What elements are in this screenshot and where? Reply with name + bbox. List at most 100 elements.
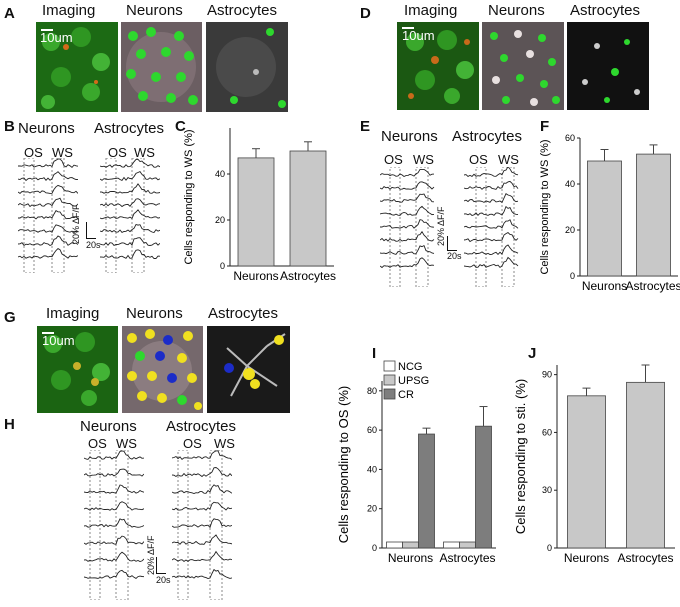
e-astrocytes-title: Astrocytes bbox=[452, 128, 523, 145]
ws-window bbox=[501, 167, 515, 287]
y-axis-label: Cells responding to sti. (%) bbox=[513, 379, 528, 534]
y-tick-label: 20 bbox=[565, 225, 575, 235]
trace-line bbox=[380, 230, 435, 242]
bar bbox=[418, 433, 435, 549]
panel-label-b: B bbox=[4, 118, 15, 135]
bar bbox=[587, 160, 622, 277]
x-tick-label: Astrocytes bbox=[280, 269, 336, 283]
panel-label-d: D bbox=[360, 5, 371, 22]
b-scale-x bbox=[86, 238, 96, 239]
title-a-imaging: Imaging bbox=[42, 2, 96, 19]
legend-label: NCG bbox=[398, 361, 422, 373]
trace-line bbox=[172, 518, 232, 529]
title-g-neurons: Neurons bbox=[126, 305, 183, 322]
legend-swatch bbox=[383, 374, 396, 386]
trace-line bbox=[464, 205, 519, 217]
trace-line bbox=[380, 168, 435, 178]
trace-line bbox=[464, 232, 519, 243]
trace-line bbox=[464, 219, 519, 229]
title-a-neurons: Neurons bbox=[126, 2, 183, 19]
e-scale-y bbox=[447, 236, 448, 250]
trace-line bbox=[380, 219, 435, 229]
trace-line bbox=[172, 550, 232, 562]
b-astrocytes-title: Astrocytes bbox=[94, 120, 165, 137]
chart-f: 0 20 40 60 Cells responding to WS (%) Neurons… bbox=[539, 133, 680, 293]
title-d-astrocytes: Astrocytes bbox=[570, 2, 641, 19]
panel-label-i: I bbox=[372, 345, 377, 362]
trace-line bbox=[464, 180, 519, 190]
y-axis-label: Cells responding to OS (%) bbox=[336, 386, 351, 544]
x-tick-label: Astrocytes bbox=[617, 551, 673, 565]
trace-line bbox=[172, 450, 232, 461]
trace-line bbox=[172, 568, 232, 579]
trace-line bbox=[100, 183, 160, 194]
h-scale-x bbox=[156, 573, 166, 574]
chart-j: 0 30 60 90 Cells responding to sti. (%) Neuro… bbox=[513, 364, 675, 565]
y-tick-label: 30 bbox=[542, 485, 552, 495]
bar-stub bbox=[443, 541, 460, 549]
b-neuron-traces bbox=[18, 158, 78, 273]
micrograph-g-imaging bbox=[37, 326, 118, 413]
trace-line bbox=[100, 209, 160, 220]
panel-label-a: A bbox=[4, 5, 15, 22]
bar-stub bbox=[402, 541, 419, 549]
y-axis-label: Cells responding to WS (%) bbox=[539, 139, 551, 274]
micrograph-g-neurons bbox=[122, 326, 203, 413]
scale-bar-a bbox=[41, 29, 53, 31]
ws-window bbox=[115, 450, 129, 600]
trace-line bbox=[84, 551, 144, 562]
os-window bbox=[389, 167, 401, 287]
micrograph-a-astrocytes bbox=[206, 22, 288, 112]
x-tick-label: Astrocytes bbox=[439, 551, 495, 565]
y-axis-label: Cells responding to WS (%) bbox=[183, 129, 195, 264]
b-neurons-ws-label: WS bbox=[52, 145, 73, 160]
h-scale-y bbox=[156, 557, 157, 573]
trace-line bbox=[84, 484, 144, 494]
trace-line bbox=[172, 484, 232, 494]
trace-line bbox=[84, 501, 144, 511]
legend-swatch bbox=[383, 388, 396, 400]
y-tick-label: 60 bbox=[565, 133, 575, 143]
panel-label-g: G bbox=[4, 309, 16, 326]
h-scale-x-label: 20s bbox=[156, 575, 171, 585]
e-neurons-ws-label: WS bbox=[413, 152, 434, 167]
trace-line bbox=[172, 534, 232, 545]
y-tick-label: 60 bbox=[542, 427, 552, 437]
trace-line bbox=[100, 171, 160, 181]
chart-c: 0 20 40 Cells responding to WS (%) Neurons As… bbox=[183, 128, 336, 283]
trace-line bbox=[18, 224, 78, 234]
x-tick-label: Neurons bbox=[233, 269, 278, 283]
y-tick-label: 0 bbox=[372, 543, 377, 553]
legend-label: CR bbox=[398, 389, 414, 401]
trace-line bbox=[380, 193, 435, 203]
os-window bbox=[105, 158, 117, 273]
panel-label-h: H bbox=[4, 416, 15, 433]
trace-line bbox=[18, 184, 78, 194]
chart-i: 0 20 40 60 80 Cells responding to OS (%) Neuro… bbox=[336, 360, 496, 565]
bar bbox=[289, 150, 327, 267]
x-tick-label: Neurons bbox=[388, 551, 433, 565]
h-scale-y-label: 20% ΔF/F bbox=[146, 535, 156, 575]
bar bbox=[636, 153, 671, 277]
os-window bbox=[23, 158, 35, 273]
micrograph-a-neurons bbox=[121, 22, 202, 112]
e-scale-y-label: 20% ΔF/F bbox=[436, 206, 446, 246]
trace-line bbox=[100, 198, 160, 208]
panel-label-j: J bbox=[528, 345, 537, 362]
micrograph-d-neurons bbox=[482, 22, 564, 110]
h-neurons-title: Neurons bbox=[80, 418, 137, 435]
trace-line bbox=[100, 237, 160, 247]
trace-line bbox=[18, 248, 78, 259]
b-neurons-os-label: OS bbox=[24, 145, 43, 160]
legend-swatch bbox=[383, 360, 396, 372]
x-tick-label: Astrocytes bbox=[625, 279, 680, 293]
y-tick-label: 40 bbox=[215, 169, 225, 179]
trace-line bbox=[172, 501, 232, 511]
trace-line bbox=[84, 468, 144, 477]
trace-line bbox=[84, 535, 144, 545]
bar-stub bbox=[459, 541, 476, 549]
ws-window bbox=[209, 450, 223, 600]
y-tick-label: 80 bbox=[367, 386, 377, 396]
title-g-astrocytes: Astrocytes bbox=[208, 305, 279, 322]
e-scale-x bbox=[447, 250, 457, 251]
